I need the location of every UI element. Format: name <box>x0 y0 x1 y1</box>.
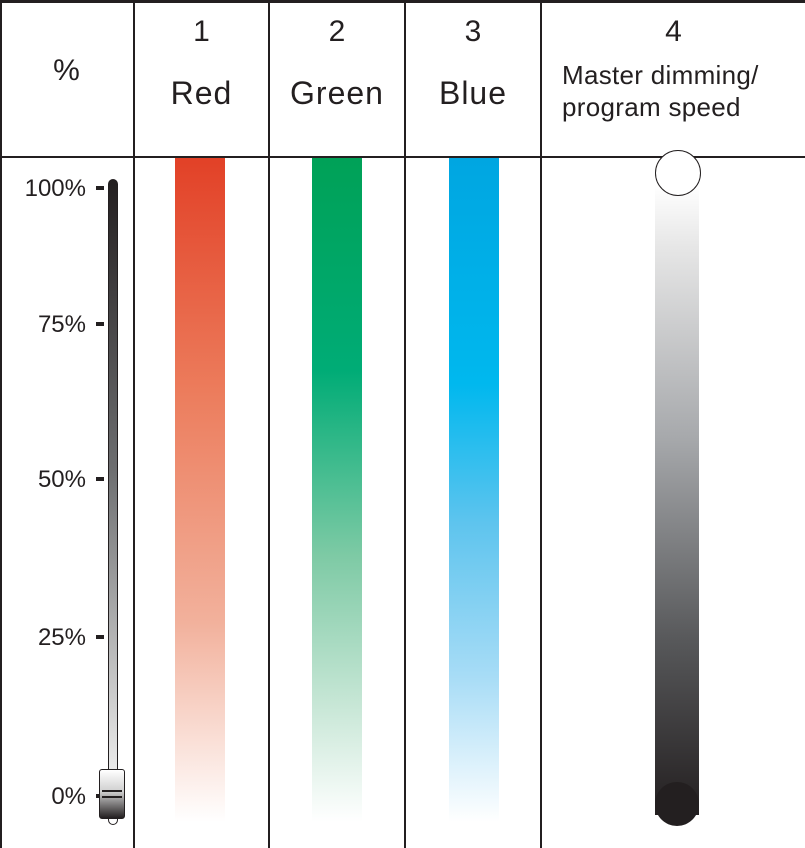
red-gradient-bar <box>175 158 225 822</box>
channel-2-name: Green <box>290 75 384 111</box>
knob-grip-line <box>102 796 122 798</box>
channel-4-number: 4 <box>665 15 682 48</box>
tick-mark-25 <box>96 635 104 639</box>
knob-grip-line <box>102 790 122 792</box>
green-gradient-bar <box>312 158 362 822</box>
header-divider <box>0 156 805 158</box>
tick-mark-50 <box>96 477 104 481</box>
column-divider-1 <box>133 0 135 848</box>
tick-label-25: 25% <box>37 624 86 651</box>
channel-1-number: 1 <box>193 15 210 48</box>
tick-label-50: 50% <box>37 466 86 493</box>
column-divider-3 <box>404 0 406 848</box>
fader-knob <box>99 769 125 819</box>
channel-4-name-line2: program speed <box>562 92 741 122</box>
filled-circle-icon <box>655 782 699 826</box>
column-divider-2 <box>268 0 270 848</box>
tick-label-100: 100% <box>24 175 86 202</box>
table-left-border <box>0 0 2 848</box>
percent-header: % <box>53 54 80 87</box>
fader-slider-icon <box>108 179 118 825</box>
tick-mark-100 <box>96 186 104 190</box>
master-dimming-gradient-bar <box>655 185 699 815</box>
channel-2-number: 2 <box>328 15 346 48</box>
tick-label-75: 75% <box>37 311 86 338</box>
table-top-border <box>0 0 805 3</box>
channel-3-number: 3 <box>464 15 482 48</box>
channel-3-name: Blue <box>438 75 508 111</box>
tick-label-0: 0% <box>51 783 86 810</box>
blue-gradient-bar <box>449 158 499 822</box>
tick-mark-75 <box>96 322 104 326</box>
column-divider-4 <box>540 0 542 848</box>
channel-4-name-line1: Master dimming/ <box>562 60 759 90</box>
open-circle-icon <box>655 150 701 196</box>
channel-1-name: Red <box>170 75 233 111</box>
